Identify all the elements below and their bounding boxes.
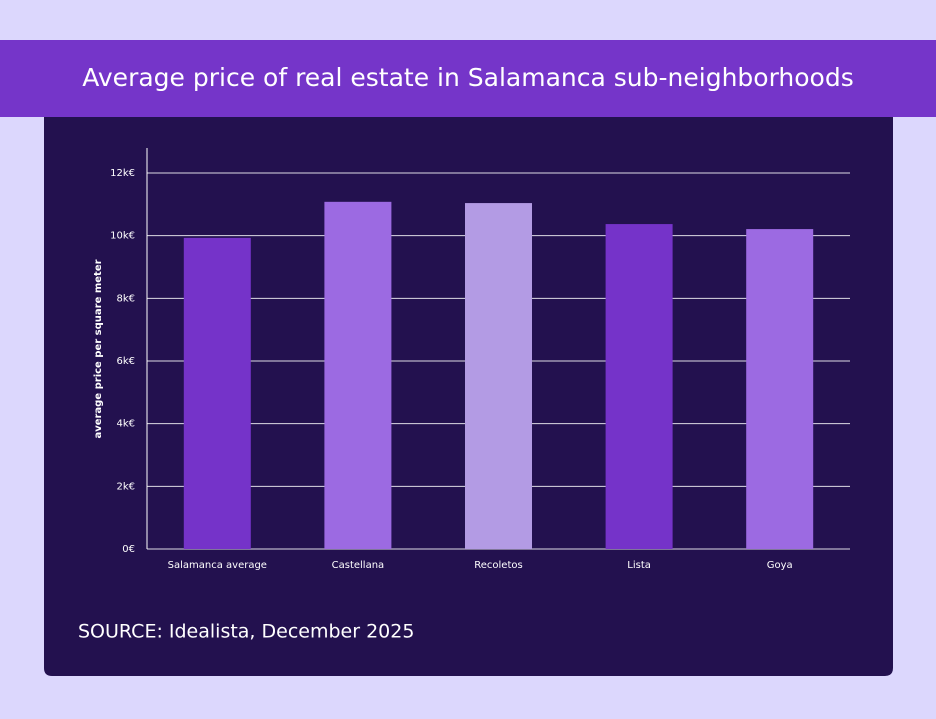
bar — [183, 237, 251, 550]
y-tick-label: 0€ — [122, 544, 135, 555]
bar — [324, 201, 392, 549]
bar — [465, 203, 532, 549]
y-tick-label: 4k€ — [116, 419, 135, 430]
y-axis-label: average price per square meter — [93, 259, 104, 438]
x-tick-label: Lista — [627, 560, 651, 571]
title-banner — [0, 40, 936, 117]
x-tick-label: Recoletos — [474, 560, 522, 571]
y-tick-label: 12k€ — [110, 168, 135, 179]
bar — [605, 224, 673, 549]
chart-title: Average price of real estate in Salamanc… — [82, 63, 854, 92]
y-tick-label: 8k€ — [116, 293, 135, 304]
x-tick-label: Salamanca average — [168, 560, 267, 571]
y-tick-label: 2k€ — [116, 481, 135, 492]
x-tick-label: Castellana — [332, 560, 385, 571]
y-tick-label: 6k€ — [116, 356, 135, 367]
y-tick-label: 10k€ — [110, 231, 135, 242]
x-tick-label: Goya — [767, 560, 793, 571]
bar — [746, 229, 814, 549]
source-note: SOURCE: Idealista, December 2025 — [78, 621, 414, 643]
